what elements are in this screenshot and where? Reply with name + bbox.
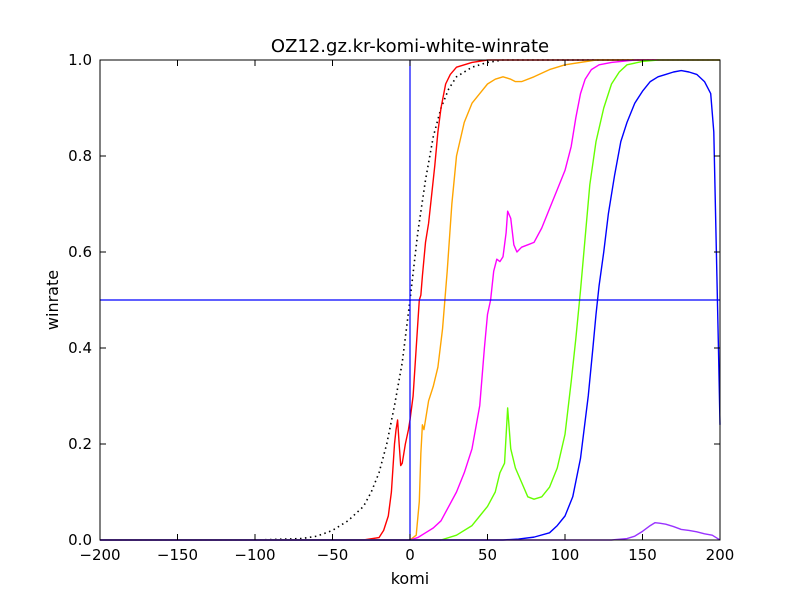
series-layer bbox=[100, 59, 721, 541]
axis-ticks: −200 −150 −100 −50 0 50 100 150 200 0.0 0.2 0.4 0.6 0… bbox=[68, 51, 734, 564]
x-tick-label: −50 bbox=[317, 546, 349, 564]
y-axis-label: winrate bbox=[43, 270, 62, 330]
series-line-3 bbox=[100, 59, 720, 541]
x-tick-label: −150 bbox=[157, 546, 198, 564]
series-line-2 bbox=[100, 59, 720, 541]
x-tick-label: 50 bbox=[478, 546, 497, 564]
series-line-1 bbox=[100, 59, 720, 541]
y-tick-label: 1.0 bbox=[68, 51, 92, 69]
y-tick-label: 0.0 bbox=[68, 531, 92, 549]
x-tick-label: −200 bbox=[79, 546, 120, 564]
reference-lines bbox=[100, 60, 720, 540]
x-tick-label: 100 bbox=[551, 546, 580, 564]
series-line-5 bbox=[100, 69, 721, 541]
series-line-4 bbox=[100, 59, 720, 541]
y-tick-label: 0.4 bbox=[68, 339, 92, 357]
x-tick-label: −100 bbox=[234, 546, 275, 564]
x-tick-label: 200 bbox=[706, 546, 735, 564]
y-tick-label: 0.2 bbox=[68, 435, 92, 453]
x-tick-label: 150 bbox=[628, 546, 657, 564]
y-tick-label: 0.6 bbox=[68, 243, 92, 261]
x-axis-label: komi bbox=[391, 569, 430, 588]
y-tick-label: 0.8 bbox=[68, 147, 92, 165]
series-line-6 bbox=[100, 522, 721, 541]
x-tick-label: 0 bbox=[405, 546, 415, 564]
chart-title: OZ12.gz.kr-komi-white-winrate bbox=[271, 36, 549, 57]
